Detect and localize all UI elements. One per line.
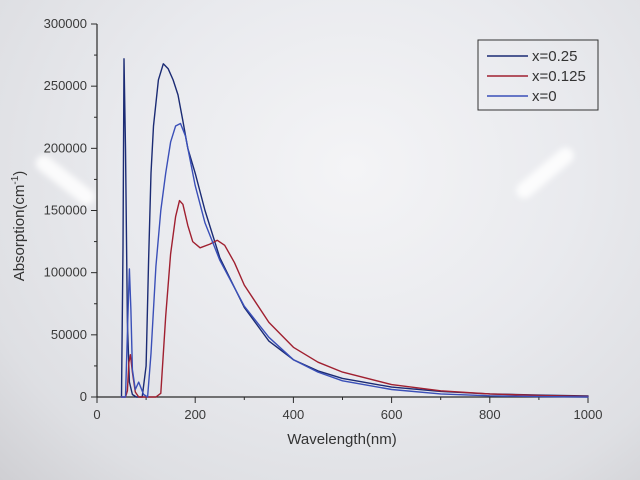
- series-line-2: [120, 199, 589, 398]
- y-axis-title-superscript: -1: [10, 175, 21, 184]
- y-tick-label: 300000: [44, 16, 87, 31]
- y-axis-title-close: ): [11, 171, 28, 176]
- y-tick-label: 0: [80, 389, 87, 404]
- y-axis-title-main: Absorption(cm: [11, 185, 28, 282]
- x-tick-label: 400: [283, 407, 305, 422]
- y-tick-label: 50000: [51, 327, 87, 342]
- series-line-3: [120, 122, 589, 398]
- x-axis-title: Wavelength(nm): [287, 431, 396, 448]
- legend: x=0.25 x=0.125 x=0: [477, 39, 599, 111]
- x-tick-label: 0: [93, 407, 100, 422]
- legend-label-3: x=0: [532, 88, 557, 105]
- plot-area: [120, 58, 589, 398]
- legend-box: [477, 39, 599, 111]
- legend-label-1: x=0.25: [532, 48, 577, 65]
- legend-label-2: x=0.125: [532, 68, 586, 85]
- y-tick-label: 100000: [44, 265, 87, 280]
- y-tick-label: 150000: [44, 203, 87, 218]
- x-tick-label: 200: [184, 407, 206, 422]
- x-tick-label: 1000: [574, 407, 603, 422]
- y-axis-title: Absorption(cm-1): [10, 171, 28, 282]
- y-tick-label: 200000: [44, 140, 87, 155]
- series-line-1: [120, 58, 589, 398]
- axes-group: 0 50000 100000 150000 200000 250000 300000 0 200…: [44, 16, 603, 422]
- x-tick-label: 800: [479, 407, 501, 422]
- y-tick-label: 250000: [44, 78, 87, 93]
- x-tick-label: 600: [381, 407, 403, 422]
